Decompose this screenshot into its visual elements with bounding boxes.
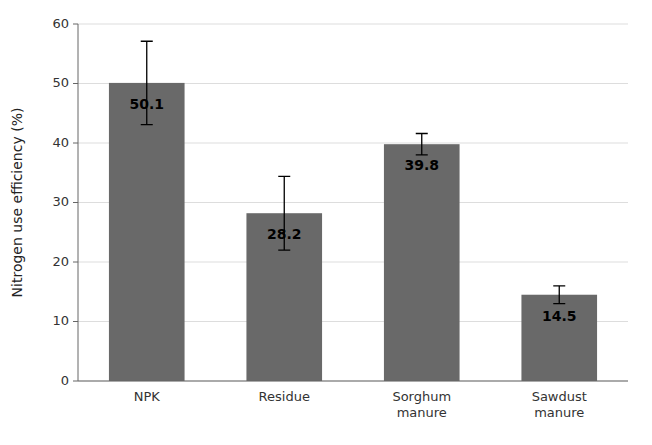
x-axis: NPK Residue Sorghummanure Sawdustmanure	[134, 389, 587, 420]
tick-label: 20	[52, 254, 69, 269]
data-label: 50.1	[129, 96, 164, 112]
chart: 0 10 20 30 40 50 60 50.1 28.2 39.8 14.5 NPK Residue S…	[0, 0, 652, 445]
category-label: Sawdustmanure	[532, 389, 587, 420]
tick-mark	[73, 202, 78, 203]
tick-mark	[73, 321, 78, 322]
grid-line	[78, 24, 628, 25]
category-label: NPK	[134, 389, 161, 404]
bar	[384, 144, 460, 381]
y-axis-label: Nitrogen use efficiency (%)	[9, 108, 25, 298]
error-bar	[416, 133, 428, 154]
tick-label: 60	[52, 16, 69, 31]
bar	[521, 295, 597, 381]
error-bar	[141, 41, 153, 124]
bars	[109, 41, 597, 381]
tick-label: 50	[52, 75, 69, 90]
chart-container: 0 10 20 30 40 50 60 50.1 28.2 39.8 14.5 NPK Residue S…	[0, 0, 652, 445]
bar	[246, 213, 322, 381]
data-label: 28.2	[267, 226, 302, 242]
tick-label: 10	[52, 313, 69, 328]
category-label: Residue	[259, 389, 310, 404]
grid	[78, 24, 628, 381]
data-label: 39.8	[404, 157, 439, 173]
tick-label: 30	[52, 194, 69, 209]
y-axis: 0 10 20 30 40 50 60	[52, 16, 78, 388]
x-axis-line	[78, 381, 628, 382]
error-bar	[553, 286, 565, 304]
tick-label: 0	[61, 373, 69, 388]
category-label: Sorghummanure	[392, 389, 451, 420]
grid-line	[78, 381, 628, 382]
tick-mark	[73, 83, 78, 84]
bar	[109, 83, 185, 381]
tick-mark	[73, 143, 78, 144]
tick-mark	[73, 381, 78, 382]
tick-mark	[73, 262, 78, 263]
tick-mark	[73, 24, 78, 25]
y-axis-line	[78, 24, 79, 381]
tick-label: 40	[52, 135, 69, 150]
data-label: 14.5	[542, 308, 577, 324]
data-labels: 50.1 28.2 39.8 14.5	[129, 96, 576, 324]
